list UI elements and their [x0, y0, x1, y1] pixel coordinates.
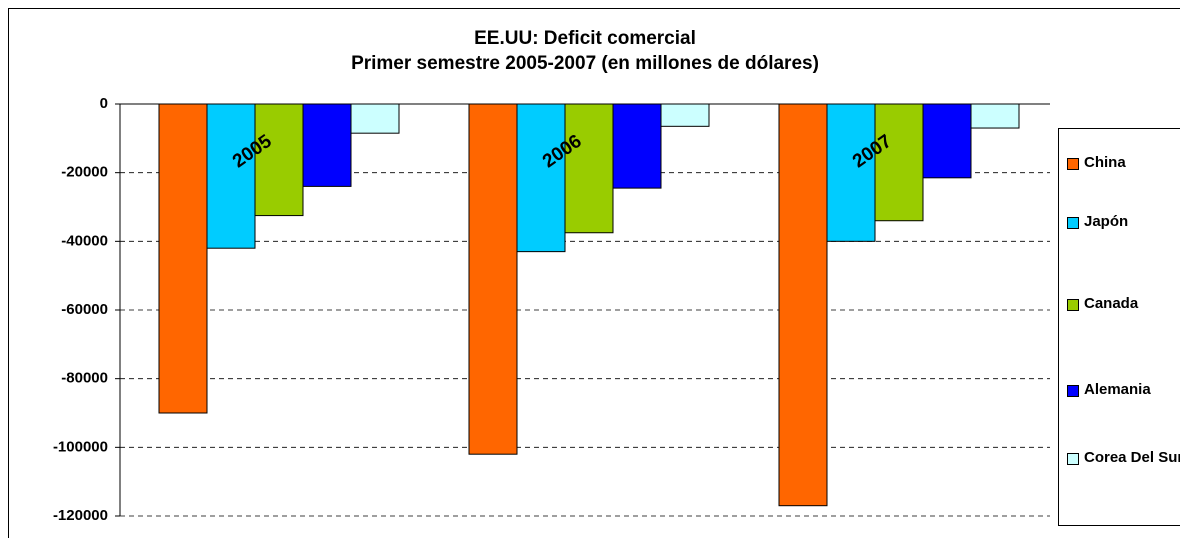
bar	[516, 103, 566, 253]
bar	[826, 103, 876, 242]
legend-item: Canada	[1067, 295, 1180, 313]
bar	[564, 103, 614, 234]
legend-label: China	[1084, 154, 1126, 171]
bar	[350, 103, 400, 134]
y-tick-label: -20000	[61, 164, 108, 181]
y-tick-label: -80000	[61, 370, 108, 387]
legend-item: China	[1067, 154, 1180, 172]
bar	[874, 103, 924, 222]
legend: China Japón Canada Alemania Corea Del Sur	[1058, 128, 1180, 526]
bar	[970, 103, 1020, 129]
bar	[206, 103, 256, 249]
legend-label: Japón	[1084, 213, 1129, 230]
y-tick-label: -100000	[53, 438, 108, 455]
legend-label: Canada	[1084, 295, 1139, 312]
bar	[158, 103, 208, 414]
legend-swatch	[1067, 299, 1079, 311]
bar	[302, 103, 352, 187]
legend-swatch	[1067, 385, 1079, 397]
y-tick-label: -40000	[61, 232, 108, 249]
bar	[778, 103, 828, 507]
legend-label: Alemania	[1084, 381, 1151, 398]
bar	[612, 103, 662, 189]
legend-item: Japón	[1067, 213, 1180, 231]
legend-swatch	[1067, 158, 1079, 170]
legend-swatch	[1067, 453, 1079, 465]
bar	[254, 103, 304, 217]
legend-item: Corea Del Sur	[1067, 449, 1180, 467]
y-tick-label: 0	[100, 95, 108, 112]
y-tick-label: -60000	[61, 301, 108, 318]
legend-item: Alemania	[1067, 381, 1180, 399]
chart-subtitle: Primer semestre 2005-2007 (en millones d…	[351, 53, 819, 74]
y-tick-label: -120000	[53, 507, 108, 524]
legend-label: Corea Del Sur	[1084, 449, 1180, 466]
legend-swatch	[1067, 217, 1079, 229]
bar	[468, 103, 518, 455]
bar	[660, 103, 710, 127]
bar	[922, 103, 972, 179]
chart-title: EE.UU: Deficit comercial	[474, 28, 696, 49]
